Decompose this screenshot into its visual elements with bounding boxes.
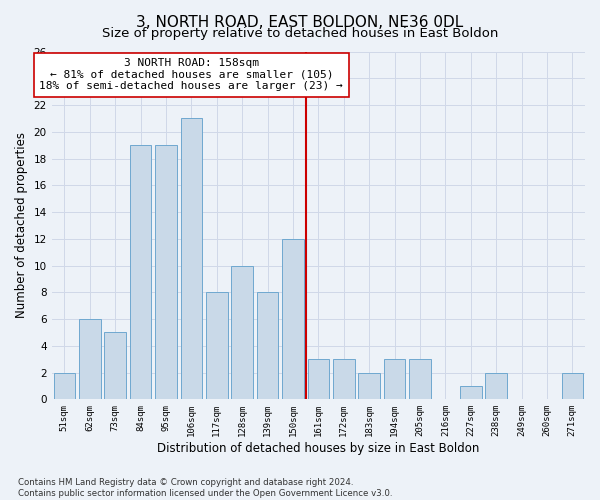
Text: Contains HM Land Registry data © Crown copyright and database right 2024.
Contai: Contains HM Land Registry data © Crown c… — [18, 478, 392, 498]
Text: 3, NORTH ROAD, EAST BOLDON, NE36 0DL: 3, NORTH ROAD, EAST BOLDON, NE36 0DL — [136, 15, 464, 30]
Bar — [257, 292, 278, 400]
Y-axis label: Number of detached properties: Number of detached properties — [15, 132, 28, 318]
Bar — [333, 359, 355, 400]
Bar — [206, 292, 227, 400]
Bar — [130, 145, 151, 400]
Bar — [384, 359, 406, 400]
Bar — [282, 239, 304, 400]
Bar — [460, 386, 482, 400]
Bar — [53, 372, 75, 400]
Bar — [485, 372, 507, 400]
Bar — [155, 145, 177, 400]
Bar — [358, 372, 380, 400]
Bar — [308, 359, 329, 400]
Bar — [79, 319, 101, 400]
Bar — [409, 359, 431, 400]
Text: 3 NORTH ROAD: 158sqm
← 81% of detached houses are smaller (105)
18% of semi-deta: 3 NORTH ROAD: 158sqm ← 81% of detached h… — [40, 58, 343, 92]
Bar — [104, 332, 126, 400]
X-axis label: Distribution of detached houses by size in East Boldon: Distribution of detached houses by size … — [157, 442, 479, 455]
Bar — [562, 372, 583, 400]
Bar — [232, 266, 253, 400]
Text: Size of property relative to detached houses in East Boldon: Size of property relative to detached ho… — [102, 28, 498, 40]
Bar — [181, 118, 202, 400]
